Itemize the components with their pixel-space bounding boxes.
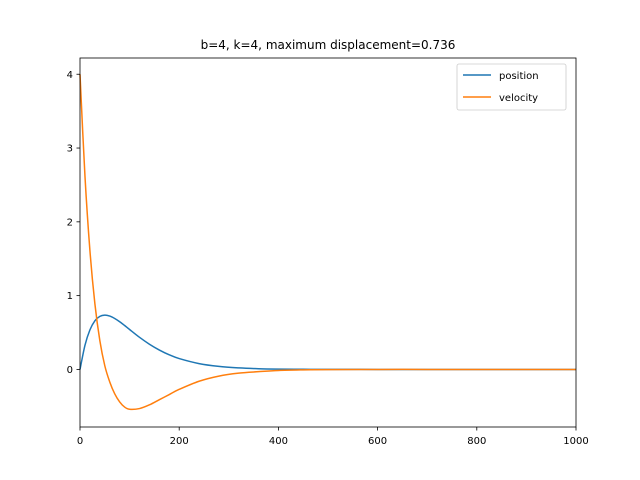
y-tick-label: 4	[67, 70, 73, 81]
x-tick-label: 0	[77, 436, 83, 447]
y-tick-label: 2	[67, 217, 73, 228]
series-line-velocity	[79, 74, 576, 411]
legend-label-velocity: velocity	[499, 93, 538, 104]
plot-area	[79, 74, 576, 411]
legend: position velocity	[456, 63, 567, 111]
y-tick-label: 0	[67, 365, 73, 376]
x-tick-label: 200	[170, 436, 189, 447]
axes: 0 200 400 600 800 1000 0 1 2 3 4	[67, 57, 589, 447]
x-tick-label: 1000	[563, 436, 588, 447]
legend-label-position: position	[499, 71, 539, 82]
y-tick-label: 3	[67, 144, 73, 155]
x-tick-label: 800	[467, 436, 486, 447]
x-tick-label: 400	[269, 436, 288, 447]
axes-frame	[79, 57, 577, 428]
chart-title: b=4, k=4, maximum displacement=0.736	[201, 38, 456, 52]
x-tick-label: 600	[368, 436, 387, 447]
y-tick-label: 1	[67, 291, 73, 302]
